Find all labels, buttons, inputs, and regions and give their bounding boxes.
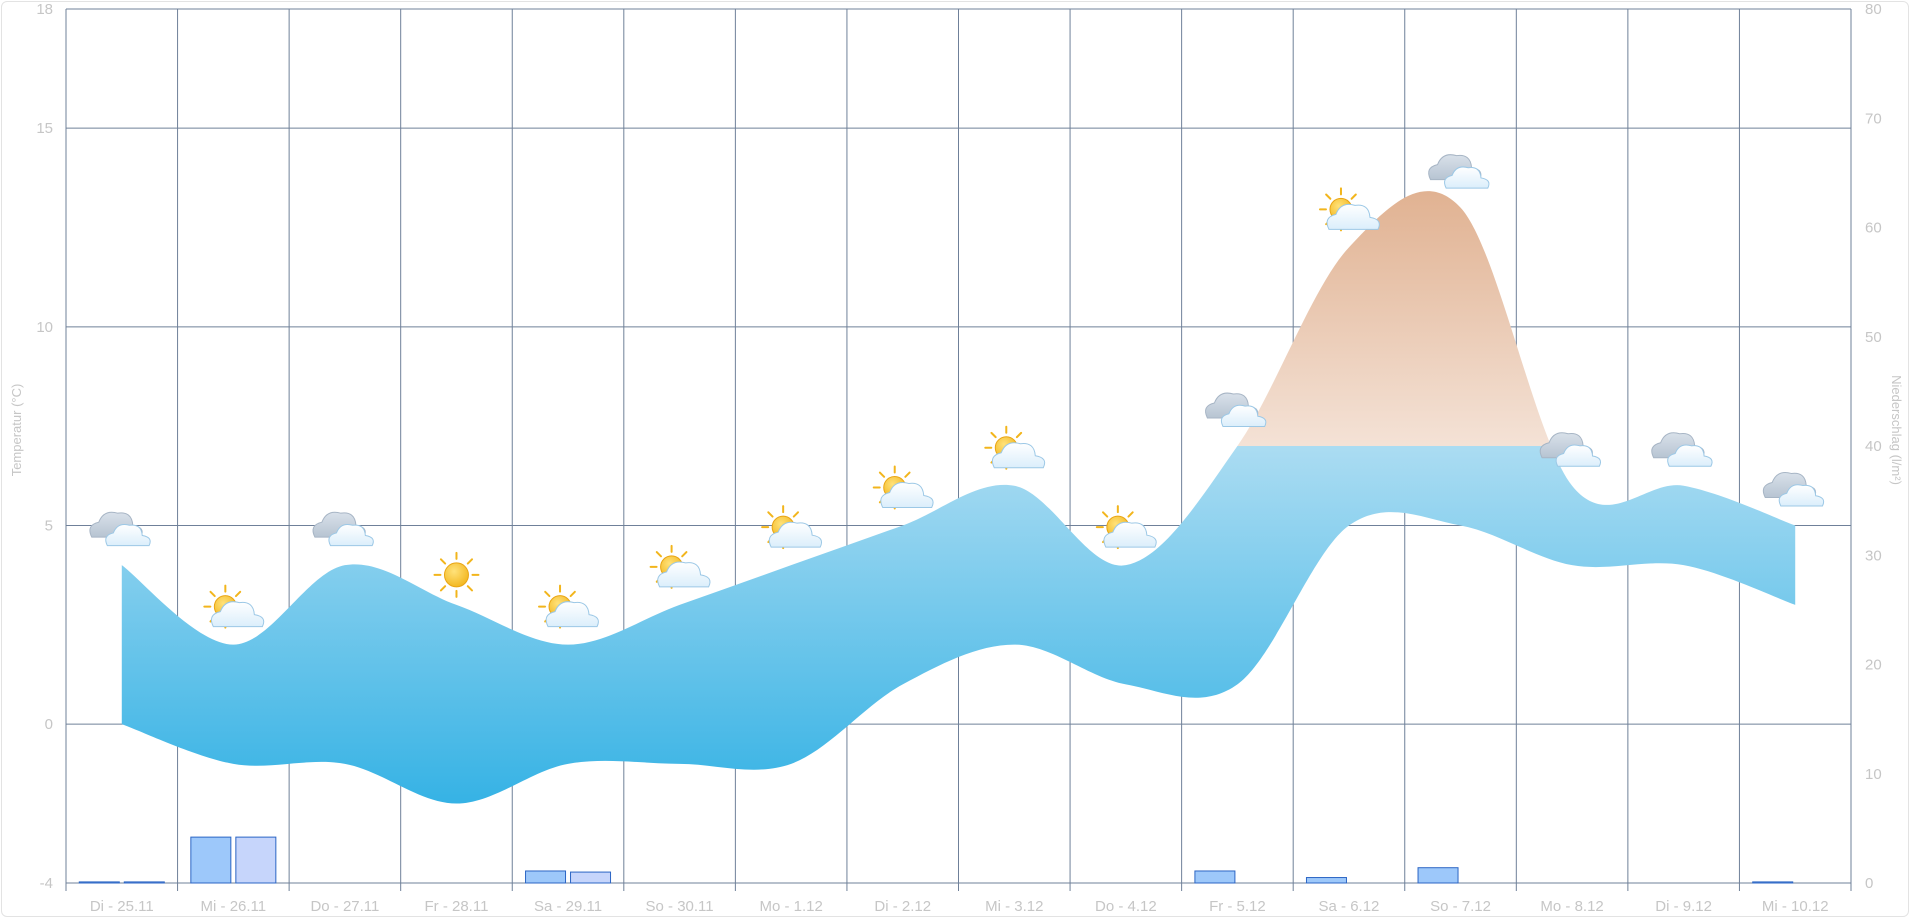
x-tick-label: Do - 4.12 xyxy=(1095,898,1157,915)
cloudy-icon xyxy=(1539,432,1602,467)
y-right-tick-label: 40 xyxy=(1865,438,1882,455)
partly-cloudy-icon xyxy=(538,584,599,629)
precipitation-bar xyxy=(1752,881,1794,884)
precipitation-bar xyxy=(1305,877,1347,884)
partly-cloudy-icon xyxy=(872,465,934,510)
cloudy-icon xyxy=(1651,432,1713,467)
y-right-tick-label: 0 xyxy=(1865,875,1873,892)
precipitation-bar xyxy=(123,881,165,884)
x-tick-label: Sa - 6.12 xyxy=(1319,898,1380,915)
cloudy-icon xyxy=(1428,154,1490,189)
x-tick-label: Mi - 3.12 xyxy=(985,898,1043,915)
x-tick-label: Do - 27.11 xyxy=(310,898,379,915)
x-tick-label: Mo - 1.12 xyxy=(759,898,822,915)
cloudy-icon xyxy=(1762,472,1825,507)
partly-cloudy-icon xyxy=(984,425,1046,470)
y-left-tick-label: 10 xyxy=(36,319,53,336)
y-left-tick-label: 0 xyxy=(45,716,53,733)
axes: -4 0 5 10 15 18 0 10 20 30 40 50 60 70 80 Di - 25.11 Mi … xyxy=(36,2,1881,915)
cloudy-icon xyxy=(1205,392,1267,427)
partly-cloudy-icon xyxy=(1318,187,1380,232)
x-tick-label: So - 7.12 xyxy=(1430,898,1491,915)
x-tick-label: Mi - 10.12 xyxy=(1762,898,1829,915)
partly-cloudy-icon xyxy=(203,584,265,629)
weather-icons xyxy=(89,154,1825,629)
x-tick-label: Sa - 29.11 xyxy=(534,898,602,915)
y-left-tick-label: -4 xyxy=(40,875,53,892)
precipitation-bar xyxy=(78,881,120,884)
x-tick-label: So - 30.11 xyxy=(646,898,714,915)
precipitation-bar xyxy=(525,870,567,884)
x-tick-label: Fr - 5.12 xyxy=(1209,898,1266,915)
partly-cloudy-icon xyxy=(1095,505,1157,550)
y-right-tick-label: 10 xyxy=(1865,766,1882,783)
y-left-tick-label: 5 xyxy=(45,517,53,534)
precipitation-bar xyxy=(1194,870,1236,884)
y-axis-right-title: Niederschlag (l/m²) xyxy=(1889,375,1904,485)
x-tick-label: Fr - 28.11 xyxy=(425,898,489,915)
precipitation-bar xyxy=(235,836,277,884)
sunny-icon xyxy=(433,551,480,598)
x-tick-label: Di - 25.11 xyxy=(90,898,154,915)
partly-cloudy-icon xyxy=(649,544,711,589)
y-right-tick-label: 30 xyxy=(1865,547,1882,564)
cloudy-icon xyxy=(89,511,151,547)
y-right-tick-label: 70 xyxy=(1865,110,1882,127)
temperature-range-area xyxy=(121,191,1796,804)
x-tick-label: Di - 9.12 xyxy=(1655,898,1712,915)
y-left-tick-label: 15 xyxy=(36,120,53,137)
x-tick-label: Di - 2.12 xyxy=(874,898,931,915)
precipitation-bar xyxy=(1417,867,1459,884)
y-left-tick-label: 18 xyxy=(36,2,53,18)
y-axis-left-title: Temperatur (°C) xyxy=(9,384,24,477)
x-tick-label: Mo - 8.12 xyxy=(1540,898,1603,915)
partly-cloudy-icon xyxy=(761,505,823,550)
y-right-tick-label: 50 xyxy=(1865,329,1882,346)
y-right-tick-label: 80 xyxy=(1865,2,1882,18)
precipitation-bars xyxy=(78,836,1794,884)
x-tick-label: Mi - 26.11 xyxy=(201,898,267,915)
y-right-tick-label: 20 xyxy=(1865,657,1882,674)
y-right-tick-label: 60 xyxy=(1865,220,1882,237)
precipitation-bar xyxy=(570,871,612,884)
temperature-range-path xyxy=(121,191,1796,804)
precipitation-bar xyxy=(190,836,232,884)
cloudy-icon xyxy=(312,511,374,547)
